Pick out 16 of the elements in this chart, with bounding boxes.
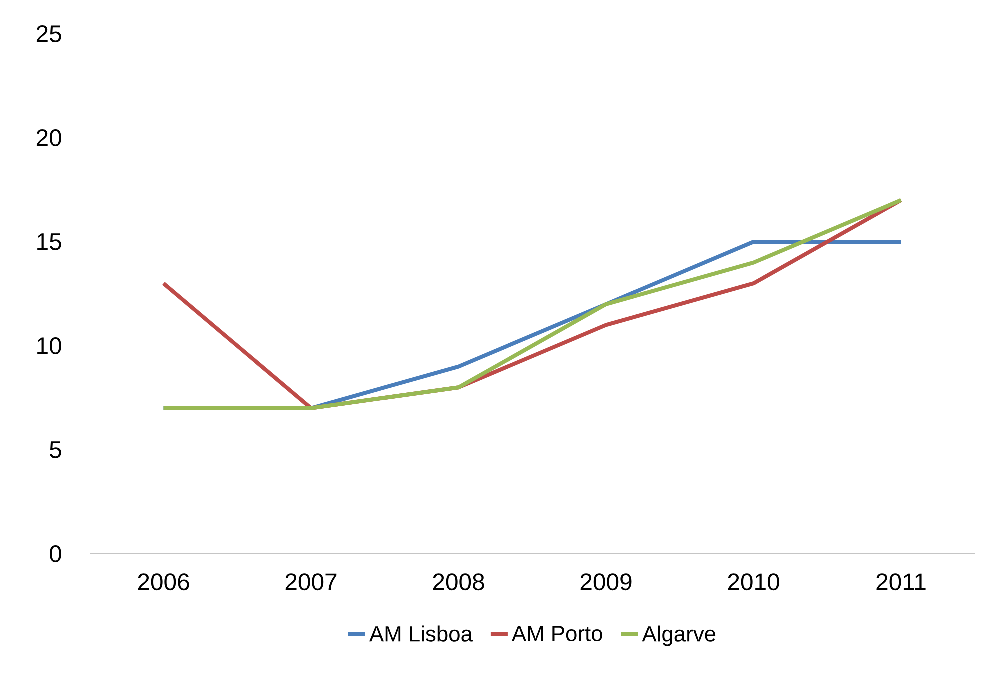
x-tick-label: 2010 <box>728 574 780 591</box>
x-tick-label: 2009 <box>580 574 632 591</box>
y-tick-label: 20 <box>36 130 62 146</box>
line-series <box>162 198 904 410</box>
legend-label: AM Lisboa <box>370 626 473 642</box>
x-tick-label: 2007 <box>286 574 337 591</box>
y-tick-label: 10 <box>38 338 62 354</box>
legend-label: AM Porto <box>512 626 602 642</box>
y-tick-label: 25 <box>36 26 62 42</box>
x-tick-label: 2011 <box>876 574 926 591</box>
legend-label: Algarve <box>642 626 716 646</box>
y-tick-label: 5 <box>50 442 62 458</box>
x-tick-label: 2006 <box>138 574 190 591</box>
x-tick-label: 2008 <box>433 574 484 591</box>
y-tick-label: 0 <box>50 546 62 562</box>
y-tick-label: 15 <box>38 234 62 250</box>
